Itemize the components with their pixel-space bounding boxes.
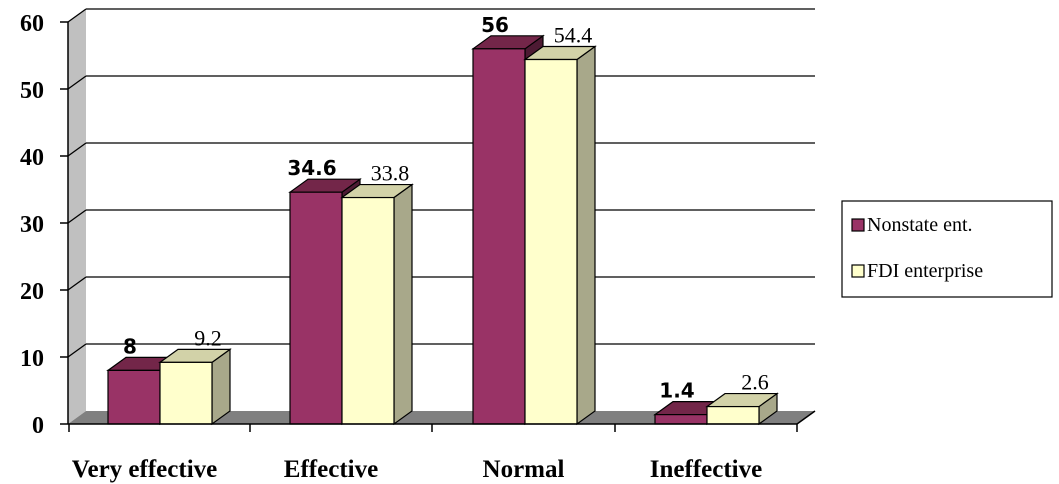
bar-1-0 <box>158 348 232 426</box>
floor <box>68 411 815 424</box>
gridlines <box>67 8 815 358</box>
data-label-0-3: 1.4 <box>659 379 694 403</box>
bar-1-2 <box>523 45 597 426</box>
bar-1-3 <box>705 392 779 426</box>
category-label-2: Normal <box>483 456 565 483</box>
gridline-side <box>67 8 87 23</box>
category-label-1: Effective <box>284 456 378 483</box>
data-label-1-0: 9.2 <box>194 325 222 350</box>
gridline-side <box>67 276 87 291</box>
category-label-3: Ineffective <box>650 456 762 483</box>
gridline-side <box>67 142 87 157</box>
y-tick-label-2: 20 <box>20 279 44 305</box>
y-tick-label-0: 0 <box>32 413 44 439</box>
bar-front <box>159 361 213 425</box>
labels: 8 9.2 Very effective 34.6 33.8 Effective 56 54.… <box>72 13 769 483</box>
floor-edge <box>796 410 816 425</box>
y-tick-label-5: 50 <box>20 78 44 104</box>
bar-front <box>107 369 161 425</box>
bar-front <box>289 191 343 425</box>
axes: 0 10 20 30 40 50 60 <box>20 11 816 439</box>
bar-1-1 <box>340 183 414 426</box>
y-tick-label-4: 40 <box>20 145 44 171</box>
y-tick-label-3: 30 <box>20 212 44 238</box>
gridline-side <box>67 343 87 358</box>
legend-box <box>841 200 1053 298</box>
bars <box>106 34 779 426</box>
bar-front <box>654 414 708 425</box>
y-tick-label-6: 60 <box>20 11 44 37</box>
legend-swatch-1 <box>851 264 865 278</box>
legend-swatch-0 <box>851 218 865 232</box>
bar-front <box>524 58 578 425</box>
legend: Nonstate ent. FDI enterprise <box>841 200 1053 298</box>
legend-label-1: FDI enterprise <box>867 260 983 282</box>
category-label-0: Very effective <box>72 456 218 483</box>
gridline-side <box>67 209 87 224</box>
data-label-1-1: 33.8 <box>371 161 410 186</box>
data-label-1-2: 54.4 <box>554 23 593 48</box>
gridline-side <box>67 75 87 90</box>
data-label-0-0: 8 <box>123 334 137 358</box>
legend-label-0: Nonstate ent. <box>867 214 973 236</box>
bar-front <box>341 196 395 425</box>
data-label-0-2: 56 <box>481 13 509 37</box>
bar-side <box>393 183 413 426</box>
bar-front <box>472 48 526 425</box>
y-tick-label-1: 10 <box>20 346 44 372</box>
data-label-0-1: 34.6 <box>287 156 336 180</box>
data-label-1-3: 2.6 <box>741 370 769 395</box>
bar-side <box>576 45 596 426</box>
bar-front <box>706 405 760 425</box>
